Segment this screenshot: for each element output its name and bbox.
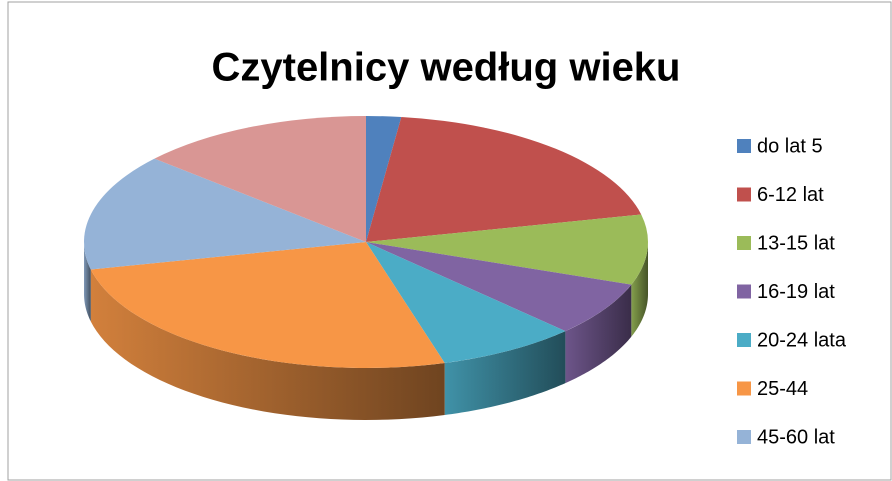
legend-label: 25-44: [757, 378, 808, 400]
legend-label: do lat 5: [757, 135, 823, 157]
legend-swatch: [737, 284, 751, 299]
slice-side: [444, 331, 566, 415]
legend-label: 16-19 lat: [757, 281, 835, 303]
slice: [154, 116, 366, 242]
slice-side: [565, 284, 632, 384]
legend-swatch: [737, 236, 751, 250]
legend-label: 20-24 lata: [757, 329, 847, 351]
slice-side: [631, 242, 648, 337]
legend-swatch: [737, 187, 751, 202]
legend-label: 6-12 lat: [757, 184, 824, 206]
legend-swatch: [737, 333, 751, 347]
slice: [366, 214, 648, 285]
chart-title: Czytelnicy według wieku: [211, 46, 680, 90]
slice: [366, 116, 402, 242]
slice: [90, 242, 445, 368]
slice-side: [90, 269, 445, 420]
legend-label: 45-60 lat: [757, 426, 835, 448]
slice: [366, 116, 642, 242]
legend-swatch: [737, 430, 751, 444]
legend-swatch: [737, 381, 751, 396]
slice-side: [84, 242, 91, 322]
slice: [366, 242, 566, 363]
legend-label: 13-15 lat: [757, 232, 835, 254]
slice: [366, 242, 632, 332]
slice: [84, 158, 366, 270]
legend-swatch: [737, 139, 751, 153]
